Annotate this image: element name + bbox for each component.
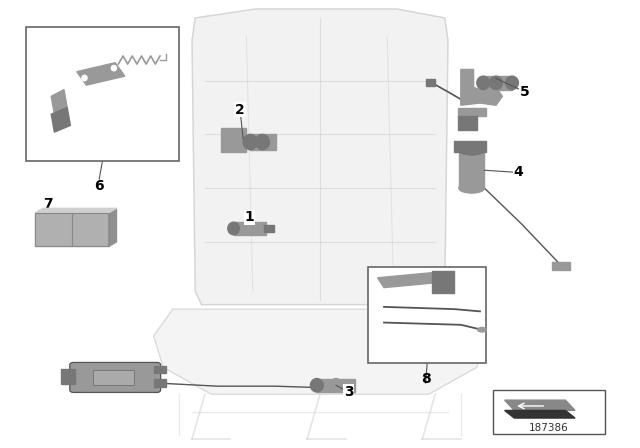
Bar [552,262,570,270]
Ellipse shape [244,222,255,235]
Polygon shape [504,400,575,410]
Polygon shape [461,69,502,105]
Polygon shape [77,63,125,85]
Bar [426,79,435,86]
Text: 1: 1 [244,210,255,224]
Bar [368,267,486,363]
Polygon shape [154,309,486,394]
Polygon shape [35,213,109,246]
Bar [154,366,166,373]
Ellipse shape [310,379,323,392]
Ellipse shape [459,183,484,193]
Text: 9: 9 [88,365,98,379]
Polygon shape [432,271,454,293]
Polygon shape [51,108,70,132]
Ellipse shape [490,76,502,90]
Bar [35,213,109,246]
Bar [483,76,512,90]
Ellipse shape [477,76,490,90]
Bar [459,150,484,188]
Bar [493,390,605,434]
Bar [234,222,266,235]
Polygon shape [458,108,486,116]
Bar [154,379,166,387]
Ellipse shape [228,222,239,235]
Text: 7: 7 [43,197,53,211]
Polygon shape [109,208,116,246]
Ellipse shape [255,134,269,150]
Polygon shape [51,90,67,114]
Ellipse shape [506,76,518,90]
Ellipse shape [82,75,87,81]
Text: 8: 8 [420,371,431,386]
Bar [26,27,179,161]
Bar [454,141,486,152]
Text: 5: 5 [520,85,530,99]
Text: 187386: 187386 [529,423,569,433]
Polygon shape [35,208,116,213]
Bar [264,225,274,232]
Text: 6: 6 [94,179,104,193]
Text: 2: 2 [235,103,245,117]
Bar [250,134,276,150]
Polygon shape [221,128,262,152]
Bar [93,370,134,385]
Ellipse shape [477,327,486,332]
Polygon shape [458,116,477,130]
Text: 4: 4 [513,165,524,180]
Polygon shape [378,272,442,288]
Bar [317,379,355,392]
Ellipse shape [111,65,116,71]
Ellipse shape [459,145,484,155]
FancyBboxPatch shape [70,362,161,392]
Polygon shape [192,9,448,305]
Ellipse shape [330,379,342,392]
Text: 3: 3 [344,385,354,399]
Polygon shape [504,410,575,418]
Bar [61,369,75,384]
Ellipse shape [243,134,257,150]
